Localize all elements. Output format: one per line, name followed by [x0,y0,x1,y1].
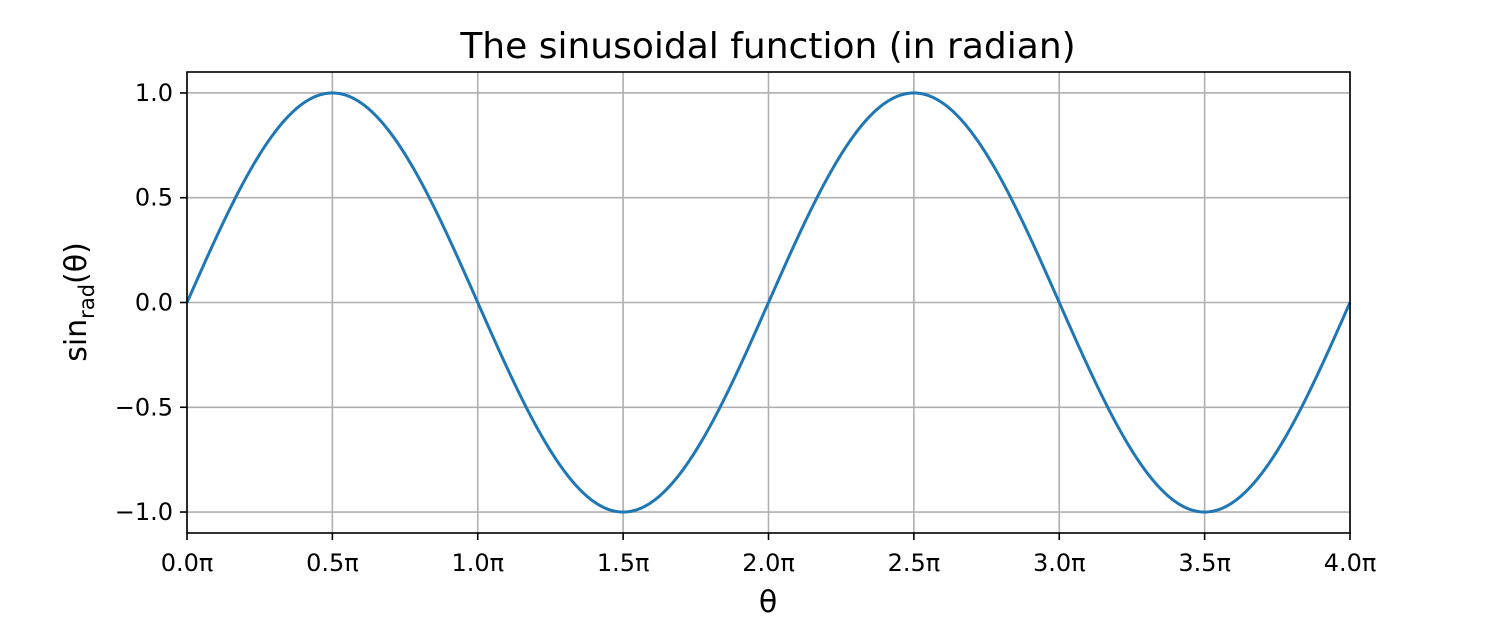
y-tick-label: 0.0 [135,289,173,317]
y-axis-label: sinrad(θ) [59,242,99,362]
x-tick-label: 2.0π [742,549,795,577]
x-tick-label: 3.5π [1178,549,1231,577]
x-tick-label: 4.0π [1324,549,1377,577]
y-tick-label: 0.5 [135,184,173,212]
x-axis-label: θ [759,585,777,620]
grid [186,72,1351,533]
x-tick-label: 1.0π [451,549,504,577]
x-tick-label: 3.0π [1033,549,1086,577]
x-tick-label: 1.5π [597,549,650,577]
y-tick-label: −1.0 [115,498,173,526]
y-tick-label: 1.0 [135,79,173,107]
chart-title: The sinusoidal function (in radian) [459,26,1075,67]
series-line-sine [185,91,1352,514]
axis-ticks: 0.0π 0.5π 1.0π 1.5π 2.0π 2.5π 3.0π 3.5π 4.0π 1.0 0… [115,79,1377,577]
y-axis-label-base: sin [59,319,94,362]
x-tick-label: 0.0π [161,549,214,577]
y-tick-label: −0.5 [115,393,173,421]
y-axis-label-suffix: (θ) [59,242,94,284]
y-axis-label-subscript: rad [75,284,99,319]
x-tick-label: 0.5π [306,549,359,577]
x-tick-label: 2.5π [888,549,941,577]
